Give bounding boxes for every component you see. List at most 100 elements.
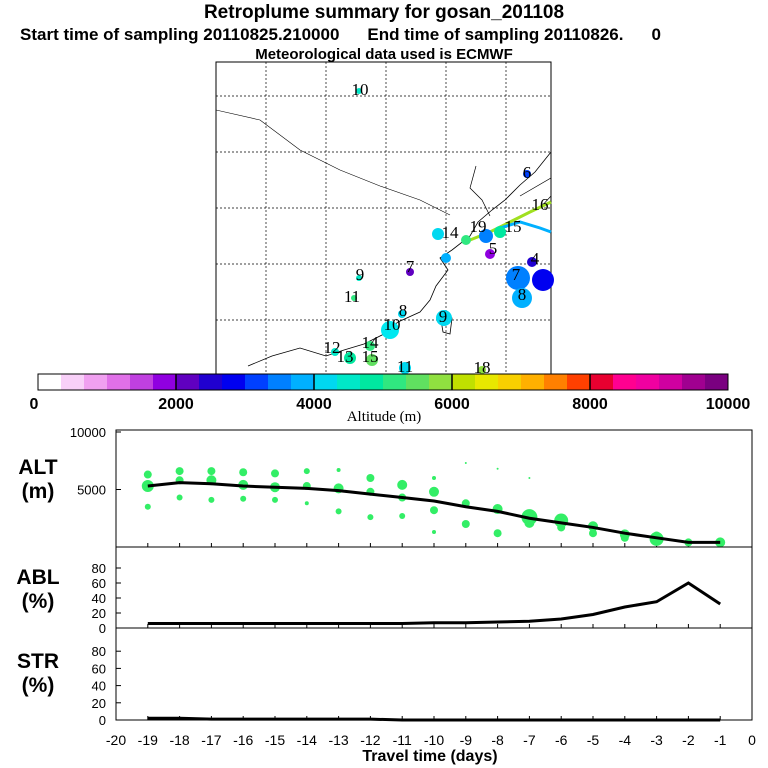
alt-scatter-point [432, 476, 436, 480]
abl-series-line [147, 581, 722, 625]
trajectory-point [512, 288, 532, 308]
x-tick-label: -6 [555, 732, 568, 748]
colorbar-tick-label: 8000 [572, 396, 608, 413]
x-tick-label: -9 [460, 732, 473, 748]
alt-scatter-point [335, 508, 342, 515]
alt-scatter-point [528, 477, 531, 479]
map-day-label: 13 [337, 347, 354, 366]
colorbar-swatch [268, 374, 292, 390]
trajectory-point [527, 257, 537, 267]
y-tick-label: 20 [92, 606, 106, 621]
colorbar-swatch [245, 374, 269, 390]
x-tick-label: -14 [297, 732, 317, 748]
trajectory-point [441, 253, 451, 263]
alt-scatter-point [272, 496, 278, 503]
map-day-label: 10 [352, 80, 369, 99]
colorbar-label: Altitude (m) [346, 409, 422, 425]
colorbar-swatch [498, 374, 522, 390]
map-day-label: 12 [324, 338, 341, 357]
map-day-label: 14 [362, 333, 380, 352]
colorbar-swatch [475, 374, 499, 390]
alt-scatter-point [620, 533, 629, 542]
colorbar-swatch [61, 374, 85, 390]
x-tick-label: 0 [748, 732, 756, 748]
sampling-times: Start time of sampling 20110825.210000 En… [20, 25, 689, 45]
map-day-label: 19 [470, 217, 487, 236]
colorbar-swatch [222, 374, 246, 390]
x-tick-label: -3 [650, 732, 663, 748]
alt-scatter-point [144, 503, 151, 510]
map-day-label: 6 [523, 163, 532, 182]
x-tick-label: -12 [360, 732, 380, 748]
end-time-tail: 0 [651, 25, 661, 44]
colorbar-swatch [452, 374, 476, 390]
alt-panel-label: ALT (m) [6, 456, 70, 504]
colorbar-swatch [383, 374, 407, 390]
map-day-label: 8 [518, 285, 527, 304]
met-data-note: Meteorological data used is ECMWF [255, 46, 513, 63]
start-time: Start time of sampling 20110825.210000 [20, 25, 340, 44]
map-day-label: 8 [399, 301, 408, 320]
str-panel-label: STR (%) [6, 650, 70, 698]
alt-scatter-point [143, 470, 152, 479]
map-day-label: 9 [439, 307, 448, 326]
colorbar-swatch [429, 374, 453, 390]
colorbar-swatch [153, 374, 177, 390]
alt-scatter-point [366, 474, 375, 482]
border-line [215, 109, 451, 216]
y-tick-label: 20 [92, 696, 106, 711]
colorbar-swatch [406, 374, 430, 390]
colorbar-swatch [659, 374, 683, 390]
trajectory-point [366, 354, 378, 366]
colorbar-swatch [613, 374, 637, 390]
map-day-label: 10 [384, 315, 401, 334]
colorbar-swatch [567, 374, 591, 390]
map-day-label: 5 [489, 239, 498, 258]
x-tick-label: -19 [138, 732, 158, 748]
alt-scatter-point [397, 479, 408, 490]
colorbar-swatch [705, 374, 729, 390]
abl-panel-label: ABL (%) [6, 566, 70, 614]
y-tick-label: 60 [92, 661, 106, 676]
y-tick-label: 0 [99, 713, 106, 728]
trajectory-point [436, 310, 452, 326]
x-tick-label: -20 [106, 732, 126, 748]
x-tick-label: -16 [233, 732, 253, 748]
y-tick-label: 10000 [70, 425, 106, 440]
trajectory-point [532, 269, 554, 291]
abl-unit: (%) [21, 590, 55, 613]
x-tick-label: -5 [587, 732, 600, 748]
chart-title: Retroplume summary for gosan_201108 [203, 2, 565, 23]
colorbar-tick-label: 0 [30, 396, 39, 413]
alt-scatter-point [461, 520, 470, 528]
map-day-label: 7 [406, 257, 415, 276]
alt-scatter-point [432, 530, 436, 535]
colorbar-swatch [682, 374, 706, 390]
trajectory-point [485, 249, 495, 259]
x-tick-label: -13 [328, 732, 348, 748]
trajectory-point [406, 268, 414, 276]
colorbar-tick-label: 4000 [296, 396, 332, 413]
colorbar-swatch [337, 374, 361, 390]
colorbar-tick-label: 10000 [706, 396, 751, 413]
str-title: STR [17, 650, 59, 673]
x-tick-label: -4 [619, 732, 632, 748]
colorbar-swatch [84, 374, 108, 390]
colorbar-swatch [636, 374, 660, 390]
trajectory-path [499, 220, 552, 234]
colorbar-swatch [176, 374, 200, 390]
map-day-label: 11 [344, 287, 360, 306]
alt-scatter-point [176, 494, 183, 501]
x-axis-label: Travel time (days) [362, 748, 498, 765]
trajectory-point [506, 266, 530, 290]
map-day-label: 9 [356, 265, 365, 284]
colorbar-swatch [38, 374, 62, 390]
str-series-line [147, 716, 721, 722]
map-day-label: 16 [532, 195, 549, 214]
alt-scatter-point [208, 496, 215, 503]
alt-mean-line [147, 481, 721, 544]
alt-scatter-point [524, 517, 535, 528]
trajectory-point [356, 275, 362, 281]
alt-scatter-point [589, 529, 597, 538]
